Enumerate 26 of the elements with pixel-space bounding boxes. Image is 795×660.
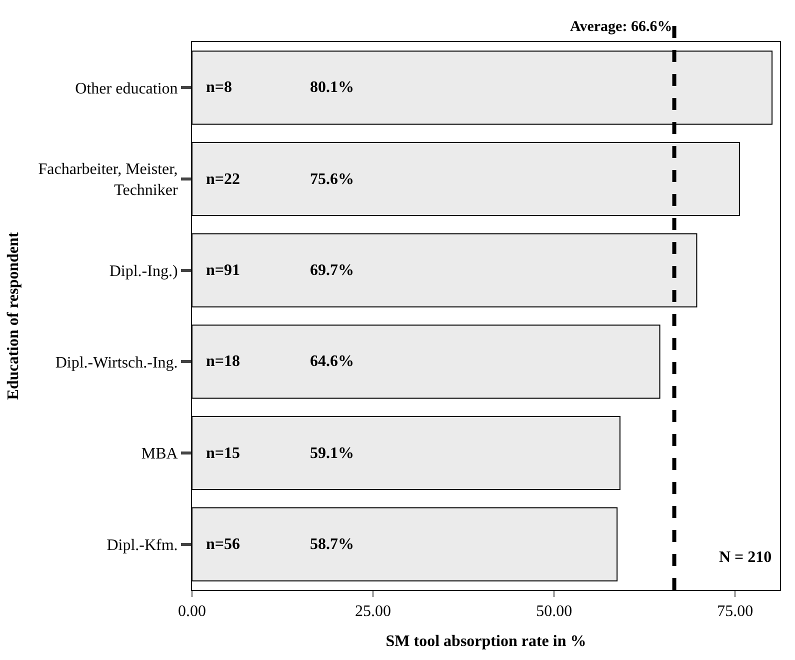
annotation: n=56: [206, 536, 240, 553]
data-label: 75.6%: [310, 171, 354, 188]
data-label: 80.1%: [310, 79, 354, 96]
annotation: n=91: [206, 262, 240, 279]
ref-line-label: Average: 66.6%: [570, 19, 672, 35]
x-tick-label: 50.00: [536, 603, 572, 620]
y-tick-label: Dipl.-Wirtsch.-Ing.: [55, 354, 178, 372]
annotation: n=22: [206, 171, 240, 188]
data-label: 58.7%: [310, 536, 354, 553]
y-tick-label: Dipl.-Kfm.: [106, 536, 178, 554]
x-tick-label: 75.00: [717, 603, 754, 620]
data-label: 59.1%: [310, 445, 354, 462]
annotation: n=8: [206, 79, 232, 96]
y-axis-title: Education of respondent: [5, 231, 22, 400]
annotation: N = 210: [719, 549, 772, 566]
x-tick-label: 0.00: [178, 603, 206, 620]
y-tick-label: Dipl.-Ing.): [109, 262, 178, 280]
y-tick-label: MBA: [141, 446, 178, 463]
data-label: 64.6%: [310, 353, 354, 370]
y-tick-label: Other education: [75, 80, 178, 98]
data-label: 69.7%: [310, 262, 354, 279]
annotation: n=15: [206, 445, 240, 462]
y-tick-label: Facharbeiter, Meister, Techniker: [38, 161, 178, 199]
x-axis-title: SM tool absorption rate in %: [386, 632, 586, 650]
annotation: n=18: [206, 353, 240, 370]
x-tick-label: 25.00: [355, 603, 392, 620]
